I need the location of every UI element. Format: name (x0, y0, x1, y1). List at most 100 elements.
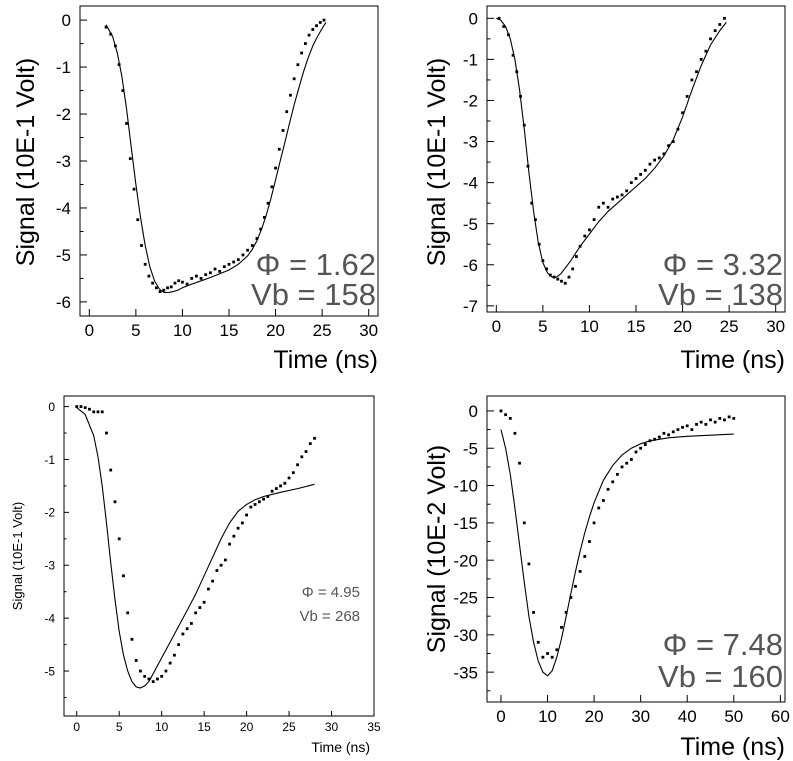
data-point (279, 484, 282, 488)
y-tick-label: -20 (453, 551, 478, 570)
data-point (270, 185, 274, 189)
data-point (177, 279, 181, 283)
data-point (615, 472, 619, 476)
data-point (218, 269, 222, 273)
data-point (147, 274, 151, 278)
data-point (143, 674, 147, 678)
data-point (289, 93, 292, 97)
data-point (88, 407, 91, 411)
y-tick-label: -4 (463, 174, 478, 193)
data-point (727, 415, 731, 419)
data-point (232, 260, 236, 264)
x-tick-label: 0 (492, 317, 501, 336)
data-point (534, 218, 537, 221)
data-point (277, 147, 281, 151)
data-point (92, 410, 96, 414)
data-point (546, 652, 549, 655)
y-axis-label: Signal (10E-2 Volt) (423, 445, 451, 653)
x-tick-label: 40 (678, 707, 697, 726)
data-point (597, 205, 601, 209)
y-tick-label: -10 (453, 477, 478, 496)
y-tick-label: -5 (56, 246, 71, 265)
data-point (556, 277, 560, 281)
vb-annotation: Vb = 158 (251, 277, 376, 312)
data-point (592, 218, 596, 221)
data-point (560, 625, 563, 629)
data-point (662, 152, 666, 156)
y-tick-label: -2 (56, 105, 71, 124)
y-tick-label: -5 (463, 215, 478, 234)
data-point (578, 569, 582, 573)
data-point (96, 410, 100, 414)
data-point (667, 144, 670, 148)
data-point (671, 140, 675, 143)
data-point (173, 653, 176, 657)
x-axis-label: Time (ns) (273, 346, 378, 374)
data-point (667, 433, 670, 437)
data-point (611, 197, 615, 201)
data-point (104, 25, 108, 29)
data-point (249, 505, 253, 509)
data-point (236, 258, 240, 262)
data-point (181, 632, 185, 636)
vb-annotation: Vb = 268 (300, 608, 360, 625)
data-point (151, 680, 155, 684)
y-tick-label: -3 (56, 152, 71, 171)
chart-panel-1: 0 5 10 15 20 25 30 0 -1 -2 -3 -4 -5 -6 Time (ns) Signal… (12, 5, 379, 374)
data-point (259, 227, 263, 231)
y-tick-label: -15 (453, 514, 478, 533)
data-point (709, 418, 712, 422)
y-tick-label: -4 (56, 199, 71, 218)
x-tick-label: 15 (220, 321, 239, 340)
data-point (151, 281, 155, 285)
data-point (122, 574, 125, 578)
y-tick-label: 0 (469, 9, 478, 28)
y-tick-label: -6 (463, 256, 478, 275)
data-point (639, 173, 643, 176)
chart-panel-3: 0 5 10 15 20 25 30 35 0 -1 -2 -3 -4 -5 Time (ns) Signal… (10, 395, 381, 755)
x-tick-label: 30 (325, 720, 339, 734)
fit-curve (105, 22, 327, 294)
data-point (156, 677, 159, 681)
y-tick-label: 0 (48, 400, 55, 414)
data-point (625, 189, 629, 193)
data-point (162, 288, 166, 292)
data-point (690, 78, 694, 82)
fit-curve (76, 407, 315, 689)
y-tick-label: -5 (463, 439, 478, 458)
data-point (228, 542, 232, 546)
data-point (718, 416, 722, 420)
data-point (643, 168, 647, 172)
data-point (185, 627, 189, 631)
data-point (274, 487, 278, 490)
data-point (709, 37, 712, 41)
data-point (303, 42, 307, 45)
data-point (292, 77, 296, 81)
data-point (195, 274, 198, 278)
data-point (270, 489, 274, 493)
data-point (657, 435, 661, 439)
data-point (177, 643, 181, 646)
data-point (555, 648, 559, 652)
x-tick-label: 30 (631, 707, 650, 726)
y-tick-label: -1 (463, 51, 478, 70)
x-tick-label: 25 (313, 321, 332, 340)
data-point (158, 290, 162, 293)
data-point (300, 51, 304, 55)
data-point (499, 409, 503, 413)
data-point (318, 21, 322, 24)
data-point (246, 248, 250, 252)
data-point (530, 201, 534, 205)
data-point (504, 413, 508, 417)
y-tick-label: -6 (56, 293, 71, 312)
data-point (126, 611, 130, 615)
data-point (575, 255, 578, 258)
x-tick-label: 35 (367, 720, 381, 734)
data-point (113, 500, 117, 504)
data-point (211, 579, 215, 583)
data-point (100, 410, 104, 414)
y-tick-label: -1 (44, 453, 55, 467)
data-point (606, 487, 610, 491)
data-point (583, 555, 587, 558)
x-tick-label: 50 (724, 707, 743, 726)
